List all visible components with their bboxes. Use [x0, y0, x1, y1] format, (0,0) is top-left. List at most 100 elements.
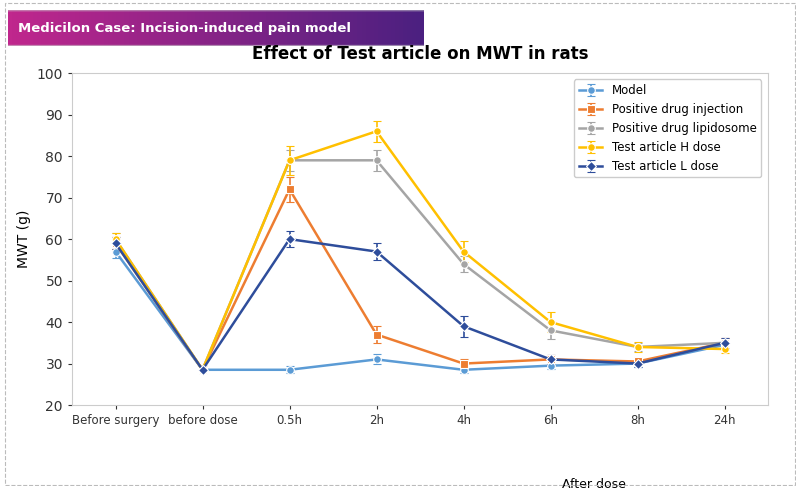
Legend: Model, Positive drug injection, Positive drug lipidosome, Test article H dose, T: Model, Positive drug injection, Positive…	[574, 80, 762, 178]
Bar	[174, 10, 178, 46]
Bar	[91, 10, 95, 46]
Bar	[137, 10, 141, 46]
Bar	[370, 10, 374, 46]
Bar	[233, 10, 237, 46]
Bar	[366, 10, 370, 46]
Bar	[299, 10, 303, 46]
Bar	[266, 10, 270, 46]
Bar	[46, 10, 50, 46]
Bar	[395, 10, 399, 46]
Bar	[337, 10, 341, 46]
Bar	[162, 10, 166, 46]
Bar	[386, 10, 390, 46]
Bar	[166, 10, 170, 46]
Bar	[170, 10, 174, 46]
Bar	[54, 10, 58, 46]
Bar	[390, 10, 395, 46]
Bar	[33, 10, 37, 46]
Bar	[70, 10, 74, 46]
Bar	[241, 10, 245, 46]
Bar	[116, 10, 120, 46]
Bar	[399, 10, 403, 46]
Bar	[237, 10, 241, 46]
Bar	[286, 10, 291, 46]
Bar	[191, 10, 195, 46]
Bar	[333, 10, 337, 46]
Bar	[416, 10, 420, 46]
Bar	[324, 10, 328, 46]
Bar	[21, 10, 25, 46]
Y-axis label: MWT (g): MWT (g)	[17, 210, 31, 268]
Bar	[220, 10, 224, 46]
Text: Medicilon Case: Incision-induced pain model: Medicilon Case: Incision-induced pain mo…	[18, 21, 351, 35]
Bar	[66, 10, 70, 46]
Bar	[270, 10, 274, 46]
Bar	[199, 10, 203, 46]
Bar	[195, 10, 199, 46]
Bar	[378, 10, 382, 46]
Bar	[208, 10, 212, 46]
Bar	[411, 10, 416, 46]
Bar	[307, 10, 312, 46]
Bar	[229, 10, 233, 46]
Bar	[154, 10, 158, 46]
Bar	[250, 10, 254, 46]
Bar	[12, 10, 16, 46]
Bar	[120, 10, 125, 46]
Bar	[108, 10, 112, 46]
Bar	[50, 10, 54, 46]
Bar	[216, 10, 220, 46]
Bar	[358, 10, 362, 46]
Bar	[83, 10, 87, 46]
Bar	[328, 10, 333, 46]
Bar	[87, 10, 91, 46]
Bar	[349, 10, 354, 46]
Bar	[37, 10, 42, 46]
Bar	[341, 10, 345, 46]
Bar	[112, 10, 116, 46]
Bar	[312, 10, 316, 46]
Text: After dose: After dose	[562, 478, 626, 488]
Bar	[291, 10, 295, 46]
Bar	[303, 10, 307, 46]
Bar	[150, 10, 154, 46]
Bar	[295, 10, 299, 46]
Bar	[224, 10, 229, 46]
Bar	[42, 10, 46, 46]
Bar	[182, 10, 187, 46]
Bar	[282, 10, 286, 46]
Bar	[403, 10, 407, 46]
Bar	[245, 10, 250, 46]
Bar	[125, 10, 129, 46]
Bar	[178, 10, 182, 46]
Bar	[382, 10, 386, 46]
Bar	[212, 10, 216, 46]
Bar	[25, 10, 29, 46]
Bar	[95, 10, 99, 46]
Bar	[16, 10, 21, 46]
Bar	[354, 10, 358, 46]
Bar	[129, 10, 133, 46]
Bar	[345, 10, 349, 46]
Bar	[29, 10, 33, 46]
Bar	[374, 10, 378, 46]
Bar	[146, 10, 150, 46]
Bar	[104, 10, 108, 46]
Bar	[407, 10, 411, 46]
Bar	[203, 10, 208, 46]
Bar	[362, 10, 366, 46]
Bar	[262, 10, 266, 46]
Bar	[278, 10, 282, 46]
Bar	[258, 10, 262, 46]
Bar	[158, 10, 162, 46]
Bar	[133, 10, 137, 46]
Bar	[78, 10, 83, 46]
Bar	[320, 10, 324, 46]
Bar	[141, 10, 146, 46]
Bar	[8, 10, 12, 46]
Bar	[316, 10, 320, 46]
Bar	[58, 10, 62, 46]
Bar	[62, 10, 66, 46]
Bar	[187, 10, 191, 46]
Bar	[274, 10, 278, 46]
